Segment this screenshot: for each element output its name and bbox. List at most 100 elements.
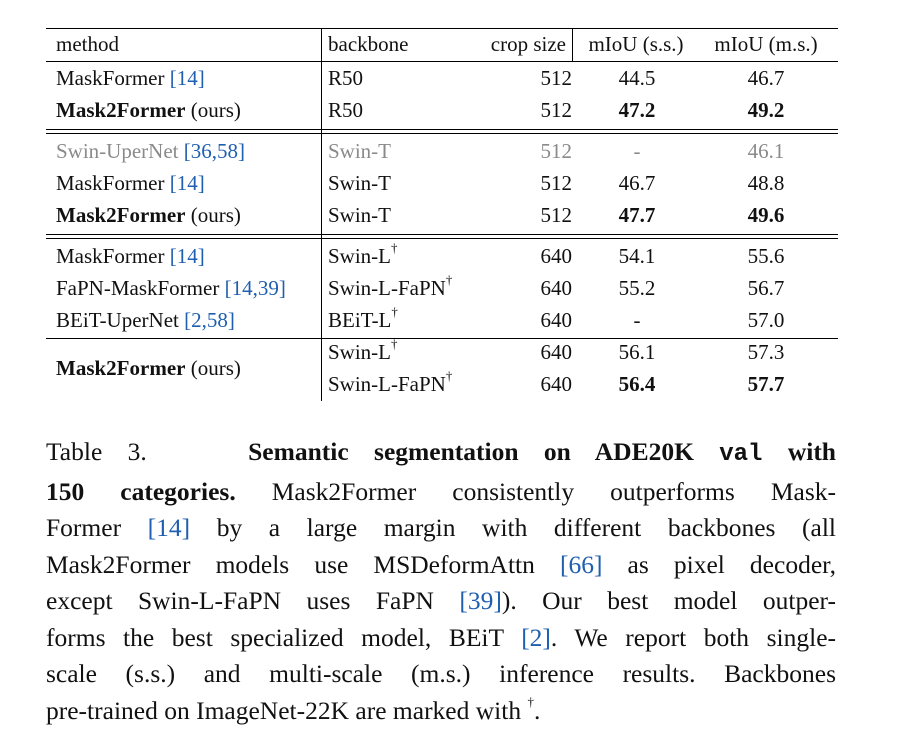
crop-cell: 640 xyxy=(540,340,573,364)
dagger-mark: † xyxy=(527,694,534,709)
citation-link[interactable]: [14] xyxy=(169,66,205,90)
header-miou-ms: mIoU (m.s.) xyxy=(714,32,818,56)
caption-title: Semantic segmentation on ADE20K val with xyxy=(248,437,836,468)
miou-ms-cell: 49.6 xyxy=(747,203,785,227)
backbone-cell: Swin-L† xyxy=(328,336,398,364)
caption-label: Table 3. xyxy=(46,437,147,466)
miou-ms-cell: 49.2 xyxy=(747,98,785,122)
table-row: MaskFormer [14] Swin-T 512 46.7 48.8 xyxy=(46,167,838,199)
backbone-cell: R50 xyxy=(328,98,364,122)
table-row: FaPN-MaskFormer [14,39] Swin-L-FaPN† 640… xyxy=(46,272,838,304)
dagger-mark: † xyxy=(391,304,398,319)
backbone-cell: Swin-L† xyxy=(328,240,398,268)
crop-cell: 640 xyxy=(540,244,573,268)
citation-link[interactable]: [14] xyxy=(169,171,205,195)
dagger-mark: † xyxy=(391,336,398,351)
caption-line: Table 3. Semantic segmentation on ADE20K… xyxy=(46,434,836,474)
method-cell: MaskFormer [14] xyxy=(56,66,205,90)
citation-link[interactable]: [14] xyxy=(169,244,205,268)
citation-link[interactable]: [36,58] xyxy=(183,139,245,163)
crop-cell: 512 xyxy=(540,171,573,195)
backbone-cell: Swin-T xyxy=(328,139,391,163)
backbone-cell: BEiT-L† xyxy=(328,304,398,332)
citation-link[interactable]: [14,39] xyxy=(224,276,286,300)
backbone-cell: Swin-L-FaPN† xyxy=(328,368,453,396)
miou-ss-cell: 56.4 xyxy=(618,372,656,396)
miou-ss-cell: - xyxy=(633,308,641,332)
miou-ss-cell: 47.7 xyxy=(618,203,656,227)
citation-link[interactable]: [39] xyxy=(459,586,502,615)
crop-cell: 640 xyxy=(540,276,573,300)
dagger-mark: † xyxy=(445,272,453,287)
miou-ms-cell: 57.7 xyxy=(747,372,785,396)
table-row: MaskFormer [14] R50 512 44.5 46.7 xyxy=(46,62,838,94)
miou-ss-cell: 44.5 xyxy=(618,66,656,90)
crop-cell: 512 xyxy=(540,66,573,90)
header-backbone: backbone xyxy=(328,32,409,56)
miou-ss-cell: 47.2 xyxy=(618,98,656,122)
miou-ms-cell: 46.7 xyxy=(747,66,785,90)
miou-ms-cell: 57.3 xyxy=(747,340,785,364)
method-cell: MaskFormer [14] xyxy=(56,171,205,195)
header-method: method xyxy=(56,32,119,56)
miou-ss-cell: 46.7 xyxy=(618,171,656,195)
backbone-cell: Swin-T xyxy=(328,171,391,195)
citation-link[interactable]: [66] xyxy=(559,549,603,579)
dagger-mark: † xyxy=(445,368,453,383)
miou-ms-cell: 48.8 xyxy=(747,171,785,195)
crop-cell: 640 xyxy=(540,372,573,396)
header-row: method backbone crop size mIoU (s.s.) mI… xyxy=(46,28,838,60)
miou-ms-cell: 56.7 xyxy=(747,276,785,300)
caption-line: forms the best specialized model, BEiT [… xyxy=(46,622,836,652)
group-rule-3 xyxy=(46,338,838,339)
dagger-mark: † xyxy=(391,240,398,255)
miou-ss-cell: 55.2 xyxy=(618,276,656,300)
group-rule-1b xyxy=(46,133,838,134)
citation-link[interactable]: [14] xyxy=(147,513,191,542)
method-cell: Mask2Former (ours) xyxy=(56,356,241,380)
caption-line: Mask2Former models use MSDeformAttn [66]… xyxy=(46,549,836,579)
column-divider-crop-header xyxy=(572,28,573,61)
miou-ms-cell: 57.0 xyxy=(747,308,785,332)
backbone-cell: Swin-T xyxy=(328,203,391,227)
column-divider-method xyxy=(321,28,322,401)
group-rule-2b xyxy=(46,238,838,239)
caption-line: scale (s.s.) and multi-scale (m.s.) infe… xyxy=(46,659,836,688)
table-row: MaskFormer [14] Swin-L† 640 54.1 55.6 xyxy=(46,240,838,272)
table-row: Swin-L-FaPN† 640 56.4 57.7 xyxy=(46,368,838,400)
crop-cell: 512 xyxy=(540,203,573,227)
method-cell: Mask2Former (ours) xyxy=(56,203,241,227)
merged-method-cell: Mask2Former (ours) xyxy=(46,352,838,384)
table-row: BEiT-UperNet [2,58] BEiT-L† 640 - 57.0 xyxy=(46,304,838,336)
header-miou-ss: mIoU (s.s.) xyxy=(588,32,684,56)
top-rule xyxy=(46,28,838,30)
miou-ms-cell: 46.1 xyxy=(747,139,785,163)
caption-line: except Swin-L-FaPN uses FaPN [39]). Our … xyxy=(46,586,836,615)
citation-link[interactable]: [2,58] xyxy=(184,308,235,332)
method-cell: BEiT-UperNet [2,58] xyxy=(56,308,235,332)
table-caption: Table 3. Semantic segmentation on ADE20K… xyxy=(46,434,836,729)
method-cell: FaPN-MaskFormer [14,39] xyxy=(56,276,286,300)
miou-ms-cell: 55.6 xyxy=(747,244,785,268)
header-crop-size: crop size xyxy=(490,32,566,56)
method-cell: Mask2Former (ours) xyxy=(56,98,241,122)
crop-cell: 512 xyxy=(540,139,573,163)
miou-ss-cell: 54.1 xyxy=(618,244,656,268)
method-cell: Swin-UperNet [36,58] xyxy=(56,139,245,163)
table-row: Mask2Former (ours) R50 512 47.2 49.2 xyxy=(46,94,838,126)
group-rule-2a xyxy=(46,234,838,235)
miou-ss-cell: - xyxy=(633,139,641,163)
table-row: Swin-UperNet [36,58] Swin-T 512 - 46.1 xyxy=(46,135,838,167)
crop-cell: 512 xyxy=(540,98,573,122)
header-rule xyxy=(46,61,838,62)
table-row: Mask2Former (ours) Swin-T 512 47.7 49.6 xyxy=(46,199,838,231)
caption-line: Former [14] by a large margin with diffe… xyxy=(46,513,836,542)
backbone-cell: R50 xyxy=(328,66,364,90)
caption-line: pre-trained on ImageNet-22K are marked w… xyxy=(46,694,541,725)
miou-ss-cell: 56.1 xyxy=(618,340,656,364)
crop-cell: 640 xyxy=(540,308,573,332)
citation-link[interactable]: [2] xyxy=(521,622,551,652)
method-cell: MaskFormer [14] xyxy=(56,244,205,268)
caption-line: 150 categories. Mask2Former consistently… xyxy=(46,476,836,506)
group-rule-1a xyxy=(46,129,838,130)
